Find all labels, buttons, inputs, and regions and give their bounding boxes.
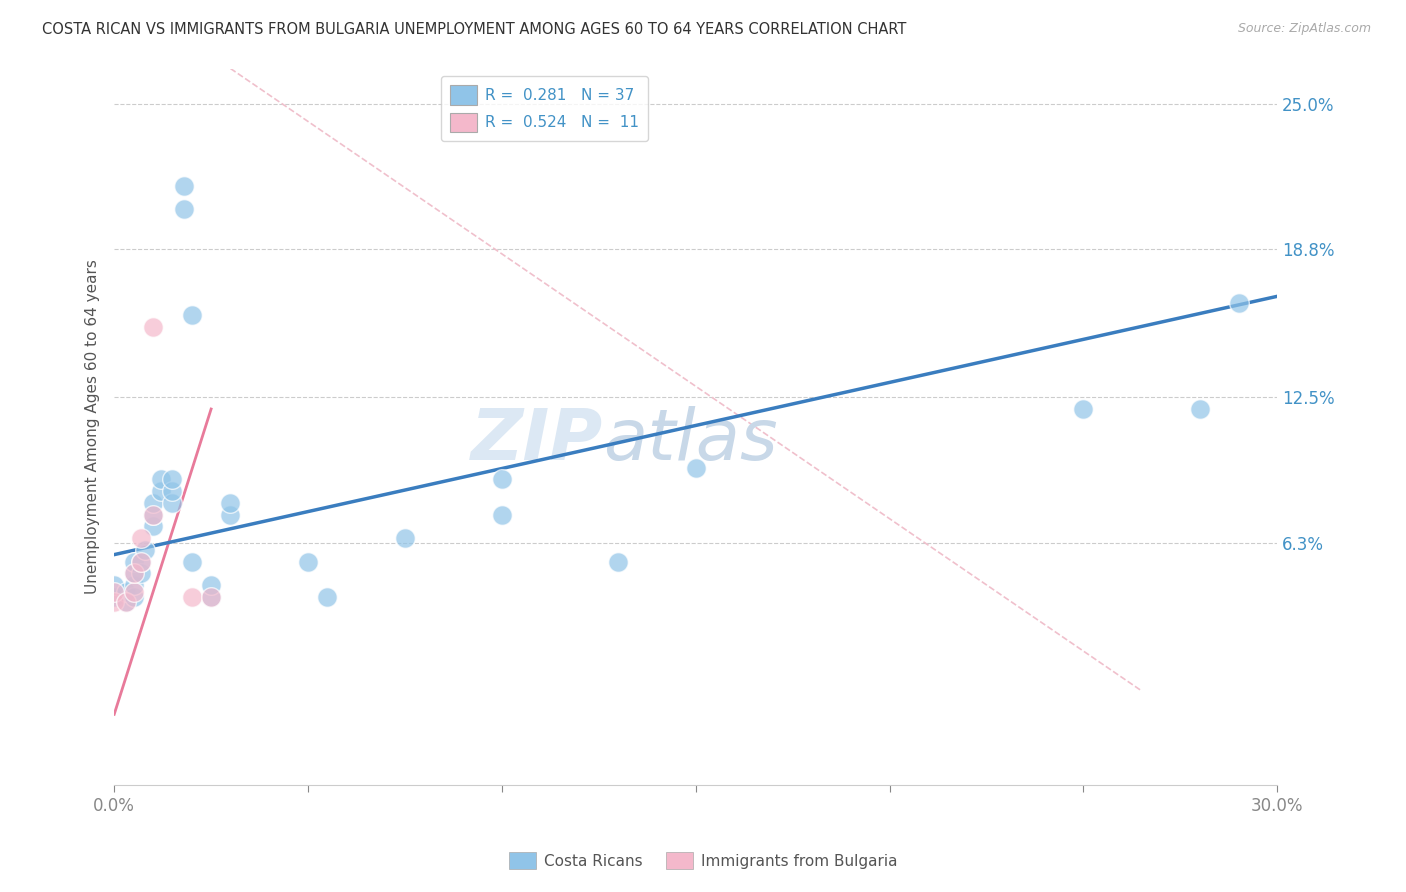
Text: atlas: atlas — [603, 407, 778, 475]
Point — [131, 566, 153, 581]
Point — [131, 531, 153, 545]
Point — [114, 585, 136, 599]
Legend: R =  0.281   N = 37, R =  0.524   N =  11: R = 0.281 N = 37, R = 0.524 N = 11 — [441, 76, 648, 142]
Point — [131, 555, 153, 569]
Point — [491, 508, 513, 522]
Point — [491, 473, 513, 487]
Point — [122, 578, 145, 592]
Point — [122, 590, 145, 604]
Point — [142, 496, 165, 510]
Point — [131, 555, 153, 569]
Point — [122, 555, 145, 569]
Point — [394, 531, 416, 545]
Point — [607, 555, 630, 569]
Point — [142, 519, 165, 533]
Point — [219, 508, 242, 522]
Point — [200, 590, 222, 604]
Point — [180, 308, 202, 322]
Point — [103, 585, 125, 599]
Point — [685, 460, 707, 475]
Point — [114, 594, 136, 608]
Point — [1188, 402, 1211, 417]
Point — [219, 496, 242, 510]
Point — [114, 594, 136, 608]
Point — [200, 578, 222, 592]
Text: COSTA RICAN VS IMMIGRANTS FROM BULGARIA UNEMPLOYMENT AMONG AGES 60 TO 64 YEARS C: COSTA RICAN VS IMMIGRANTS FROM BULGARIA … — [42, 22, 907, 37]
Point — [162, 473, 184, 487]
Y-axis label: Unemployment Among Ages 60 to 64 years: Unemployment Among Ages 60 to 64 years — [86, 260, 100, 594]
Point — [162, 484, 184, 499]
Point — [297, 555, 319, 569]
Point — [180, 590, 202, 604]
Point — [103, 578, 125, 592]
Point — [134, 543, 156, 558]
Point — [142, 508, 165, 522]
Point — [1073, 402, 1095, 417]
Point — [122, 585, 145, 599]
Point — [173, 178, 195, 193]
Text: Source: ZipAtlas.com: Source: ZipAtlas.com — [1237, 22, 1371, 36]
Point — [162, 496, 184, 510]
Point — [173, 202, 195, 217]
Point — [122, 566, 145, 581]
Point — [142, 319, 165, 334]
Point — [103, 594, 125, 608]
Point — [180, 555, 202, 569]
Point — [149, 473, 172, 487]
Legend: Costa Ricans, Immigrants from Bulgaria: Costa Ricans, Immigrants from Bulgaria — [503, 846, 903, 875]
Point — [1227, 296, 1250, 310]
Point — [103, 590, 125, 604]
Point — [316, 590, 339, 604]
Point — [122, 566, 145, 581]
Point — [200, 590, 222, 604]
Text: ZIP: ZIP — [471, 407, 603, 475]
Point — [149, 484, 172, 499]
Point — [142, 508, 165, 522]
